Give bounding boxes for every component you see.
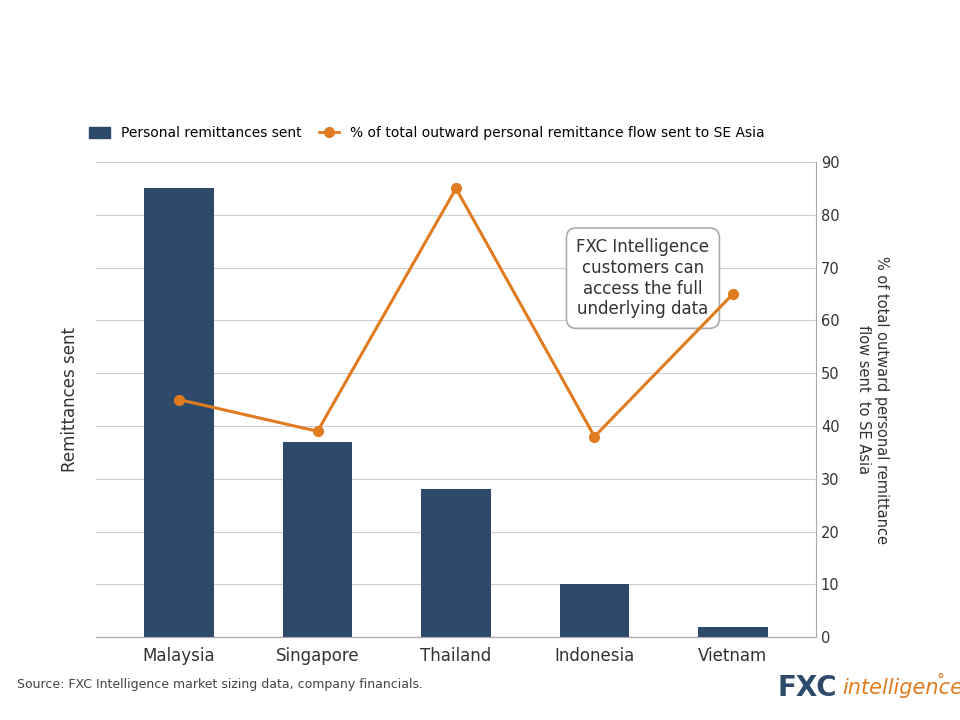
Bar — [283, 442, 352, 637]
Bar — [421, 490, 491, 637]
Text: Source: FXC Intelligence market sizing data, company financials.: Source: FXC Intelligence market sizing d… — [17, 678, 423, 691]
Text: Personal remittances sent, % of remittances sent to SE Asia: Personal remittances sent, % of remittan… — [17, 78, 540, 96]
Y-axis label: % of total outward personal remittance
flow sent  to SE Asia: % of total outward personal remittance f… — [856, 256, 889, 544]
Bar — [144, 189, 214, 637]
Text: FXC Intelligence
customers can
access the full
underlying data: FXC Intelligence customers can access th… — [576, 238, 709, 318]
Text: Remittances sent to a variety of different regions: Remittances sent to a variety of differe… — [17, 31, 757, 58]
Bar — [560, 585, 629, 637]
Text: intelligence: intelligence — [842, 678, 960, 698]
Y-axis label: Remittances sent: Remittances sent — [61, 327, 80, 472]
Legend: Personal remittances sent, % of total outward personal remittance flow sent to S: Personal remittances sent, % of total ou… — [84, 121, 771, 145]
Text: FXC: FXC — [778, 674, 837, 701]
Bar — [698, 626, 768, 637]
Text: °: ° — [936, 672, 944, 688]
